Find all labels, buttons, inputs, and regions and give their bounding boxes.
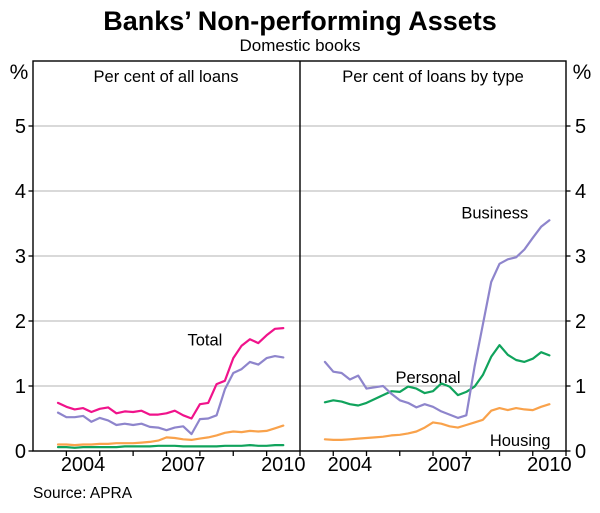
y-tick-label: 0 <box>15 441 26 463</box>
panel-right-title: Per cent of loans by type <box>342 68 524 86</box>
panel-left-title: Per cent of all loans <box>94 68 239 86</box>
chart-subtitle: Domestic books <box>240 36 361 55</box>
tick-labels-group: 0 0 1 1 2 2 3 3 4 4 5 5 2004 2007 2010 2004 2007 2010 <box>15 116 586 476</box>
x-tick-label: 2007 <box>427 454 472 476</box>
series-line-housing-by-type <box>323 403 551 441</box>
y-axis-unit-right: % <box>573 61 592 84</box>
series-line-business-by-type <box>323 219 551 419</box>
x-tick-label: 2010 <box>527 454 572 476</box>
series-lines-group <box>56 219 551 449</box>
y-tick-label: 1 <box>15 376 26 398</box>
y-tick-label: 4 <box>15 181 26 203</box>
series-line-personal-by-type <box>323 344 551 407</box>
y-tick-label: 3 <box>575 246 586 268</box>
y-tick-label: 5 <box>575 116 586 138</box>
x-tick-label: 2010 <box>261 454 306 476</box>
series-label-housing: Housing <box>490 432 551 450</box>
series-labels-group: Total Housing Personal Business <box>187 204 550 449</box>
x-tick-label: 2007 <box>161 454 206 476</box>
chart-source: Source: APRA <box>33 485 133 502</box>
x-tick-label: 2004 <box>61 454 106 476</box>
series-line-total-all-loans <box>56 327 285 420</box>
y-tick-label: 5 <box>15 116 26 138</box>
y-tick-label: 0 <box>575 441 586 463</box>
y-tick-label: 3 <box>15 246 26 268</box>
series-label-total: Total <box>187 332 222 350</box>
y-tick-label: 4 <box>575 181 586 203</box>
y-tick-label: 2 <box>15 311 26 333</box>
series-line-personal-all-loans <box>56 444 285 449</box>
x-tick-label: 2004 <box>328 454 373 476</box>
y-tick-label: 2 <box>575 311 586 333</box>
chart-title: Banks’ Non-performing Assets <box>103 6 497 36</box>
series-line-housing-all-loans <box>56 424 285 447</box>
series-label-business: Business <box>461 204 528 222</box>
y-tick-label: 1 <box>575 376 586 398</box>
series-line-business-all-loans <box>56 355 285 436</box>
ticks-group <box>28 125 571 456</box>
series-label-personal: Personal <box>395 369 460 387</box>
y-axis-unit-left: % <box>10 61 29 84</box>
